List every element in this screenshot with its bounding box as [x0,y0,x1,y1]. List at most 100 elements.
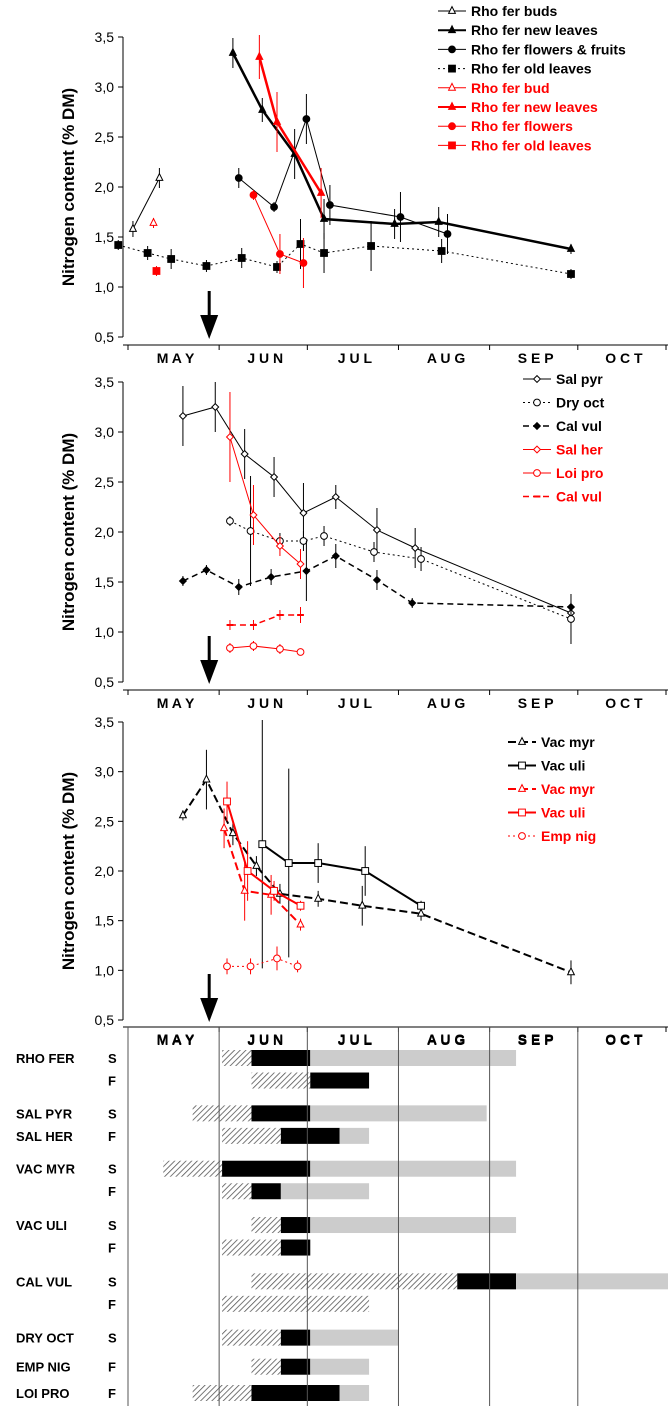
data-point [296,901,305,910]
legend-marker [448,122,456,131]
phase-code: F [108,1386,116,1401]
series-vac-uli-red [223,781,305,911]
data-point [152,267,161,275]
data-point [246,527,255,535]
series-vac-myr-red [219,808,305,931]
phase-code: S [108,1331,117,1346]
legend-marker [448,45,456,54]
species-sal-pyr: SAL PYR S [16,1105,487,1122]
arrow-head [200,998,219,1022]
legend-label: Vac uli [541,805,585,821]
legend-marker [518,832,526,840]
y-tick-label: 1,0 [95,279,115,295]
series-line [118,243,572,275]
data-point [302,115,311,123]
y-tick-label: 2,5 [95,474,115,490]
data-point [293,962,302,971]
phase-code: S [108,1051,117,1066]
series-line [226,801,302,907]
phase-bar-hatch [251,1273,458,1290]
series-line [182,777,572,974]
series-rho-fer-new-leaves-red [255,35,326,218]
data-point [417,901,425,910]
data-point [372,525,382,535]
legend-label: Rho fer new leaves [471,22,598,38]
data-point [316,187,326,196]
y-tick-label: 3,0 [95,764,115,780]
data-point [228,47,238,56]
data-point [114,241,123,249]
phase-bar-hatch [251,1358,281,1375]
x-month-label: S E P [518,695,554,711]
series-line [227,957,298,967]
x-month-label: J U L [338,350,373,366]
legend-label: Rho fer old leaves [471,137,592,153]
phase-code: S [108,1274,117,1289]
data-point [302,566,311,576]
data-point [223,962,231,971]
series-vac-uli-black [258,720,425,969]
series-rho-fer-buds-black [128,168,164,237]
species-rho-fer: RHO FER SF [16,1050,517,1089]
data-point [276,645,284,653]
phase-bar-hatch [222,1183,252,1200]
legend-marker [517,736,527,745]
legend-label: Loi pro [556,465,603,481]
legend-label: Vac myr [541,734,595,750]
phase-bar-black [280,1127,340,1144]
legend-label: Rho fer flowers [471,118,573,134]
data-point [566,243,576,252]
series-line [229,645,301,653]
arrow-head [200,315,219,339]
data-point [566,602,576,612]
data-point [567,615,575,623]
y-tick-label: 0,5 [95,674,115,690]
phase-bar-black [222,1160,311,1177]
x-month-label: M A Y [157,350,195,366]
phase-bar-gray [280,1183,370,1200]
data-point [240,885,249,894]
data-point [255,51,264,60]
data-point [252,860,261,869]
species-label: DRY OCT [16,1331,74,1346]
data-point [313,893,323,902]
data-point [396,213,405,221]
phase-bar-black [280,1239,311,1256]
data-point [320,532,328,540]
y-tick-label: 1,0 [95,624,115,640]
legend-label: Rho fer buds [471,3,558,19]
species-vac-myr: VAC MYR SF [16,1160,517,1200]
data-point [226,517,234,525]
y-tick-label: 3,0 [95,79,115,95]
y-tick-label: 3,5 [95,714,115,730]
data-point [358,900,367,909]
phase-code: F [108,1129,116,1144]
phase-bar-gray [339,1127,370,1144]
phase-code: F [108,1360,116,1375]
x-month-label: J U N [247,1032,283,1048]
series-rho-fer-new-leaves-black [228,38,576,254]
series-emp-nig-red [223,946,302,975]
x-month-label: M A Y [157,1032,195,1048]
legend-label: Rho fer old leaves [471,61,592,77]
x-month-label: O C T [605,350,643,366]
legend-marker [533,469,541,477]
x-month-label: S E P [518,1032,554,1048]
x-month-label: J U L [338,695,373,711]
species-label: VAC MYR [16,1162,76,1177]
phase-bar-gray [310,1160,517,1177]
series-line [229,520,572,620]
data-point [240,449,249,459]
data-point [202,262,211,270]
data-point [237,254,246,262]
data-point [249,191,258,199]
legend-marker [532,374,542,384]
data-point [417,555,425,563]
phase-bar-gray [516,1273,668,1290]
data-point [202,565,211,575]
data-point [390,218,399,227]
phase-bar-black [251,1105,311,1122]
phase-bar-black [280,1358,311,1375]
legend-marker [518,761,526,770]
phase-bar-gray [310,1358,370,1375]
